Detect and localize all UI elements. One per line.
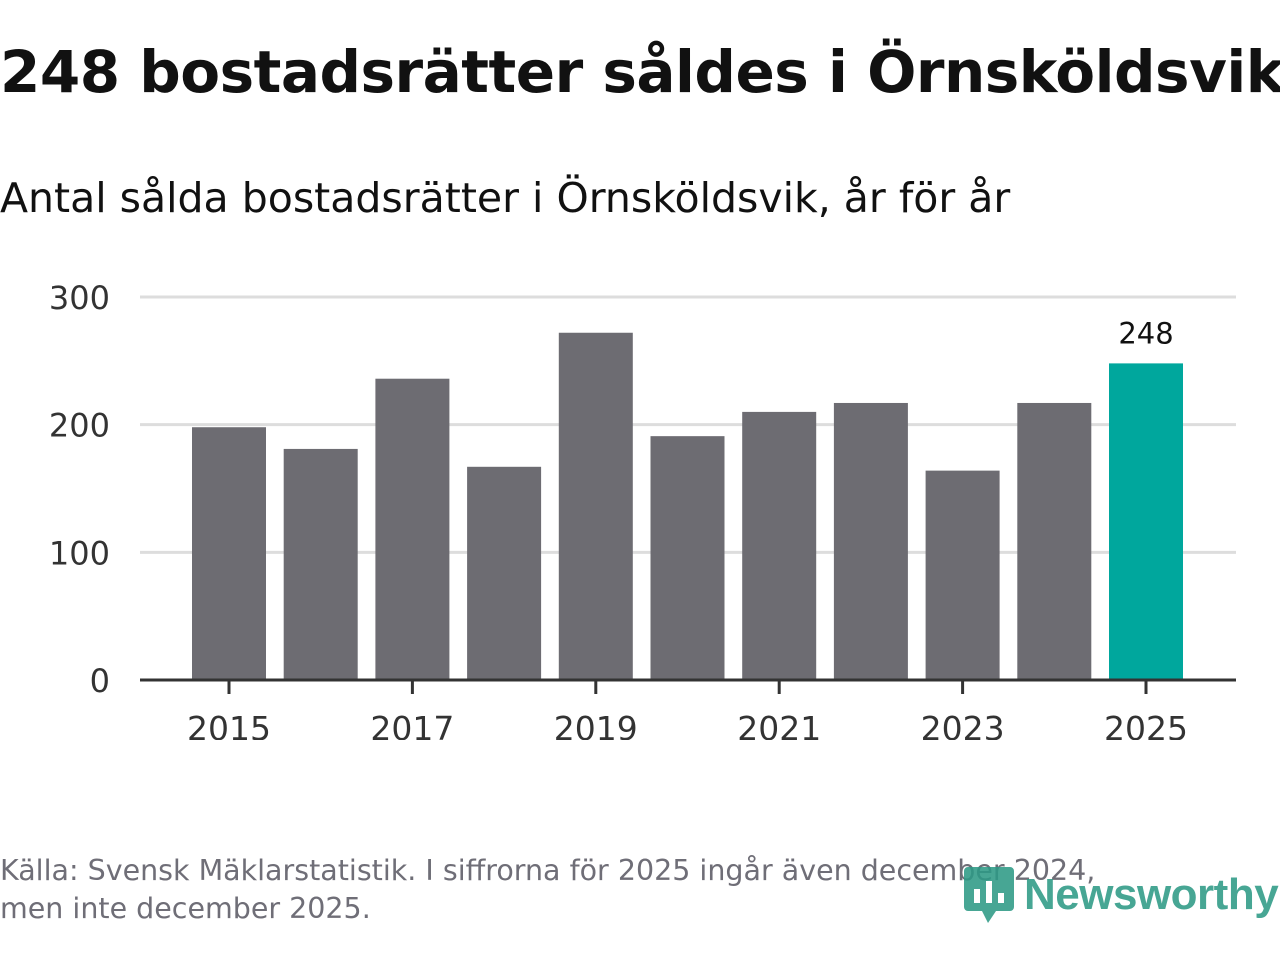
bar-chart: 248 0 100 200 300 2015 2017 2019 2021 2023 2025: [49, 279, 1236, 740]
source-line-1: Källa: Svensk Mäklarstatistik. I siffror…: [0, 854, 1096, 887]
bar-2024: [1017, 402, 1092, 680]
data-labels: 248: [1118, 316, 1173, 350]
logo-text: Newsworthy: [1024, 870, 1279, 919]
chart-title: 248 bostadsrätter såldes i Örnsköldsvik: [0, 38, 1280, 106]
y-tick-label-300: 300: [49, 279, 110, 317]
source-note: Källa: Svensk Mäklarstatistik. I siffror…: [0, 852, 1220, 928]
data-label-2025: 248: [1118, 316, 1173, 350]
y-tick-label-100: 100: [49, 534, 110, 572]
x-tick-label-2015: 2015: [187, 709, 271, 740]
bar-2019: [558, 332, 633, 680]
bar-2017: [375, 378, 450, 680]
bar-2020: [650, 436, 725, 680]
x-tick-label-2021: 2021: [737, 709, 821, 740]
bar-2016: [283, 448, 358, 680]
bar-2022: [833, 402, 908, 680]
x-tick-label-2025: 2025: [1104, 709, 1188, 740]
x-tick-label-2019: 2019: [554, 709, 638, 740]
bar-2015: [192, 427, 266, 680]
bars: [192, 332, 1183, 680]
y-tick-label-0: 0: [90, 662, 110, 700]
newsworthy-logo-icon: [964, 867, 1014, 923]
newsworthy-logo: Newsworthy: [962, 862, 1279, 928]
chart-subtitle: Antal sålda bostadsrätter i Örnsköldsvik…: [0, 174, 1011, 222]
bar-2021: [742, 411, 817, 680]
x-tick-label-2023: 2023: [921, 709, 1005, 740]
bar-2018: [467, 466, 542, 680]
axes: 0 100 200 300 2015 2017 2019 2021 2023 2025: [49, 279, 1236, 740]
source-line-2: men inte december 2025.: [0, 892, 371, 925]
y-tick-label-200: 200: [49, 407, 110, 445]
bar-2025: [1109, 363, 1183, 680]
x-tick-label-2017: 2017: [370, 709, 454, 740]
bar-2023: [925, 470, 1000, 680]
